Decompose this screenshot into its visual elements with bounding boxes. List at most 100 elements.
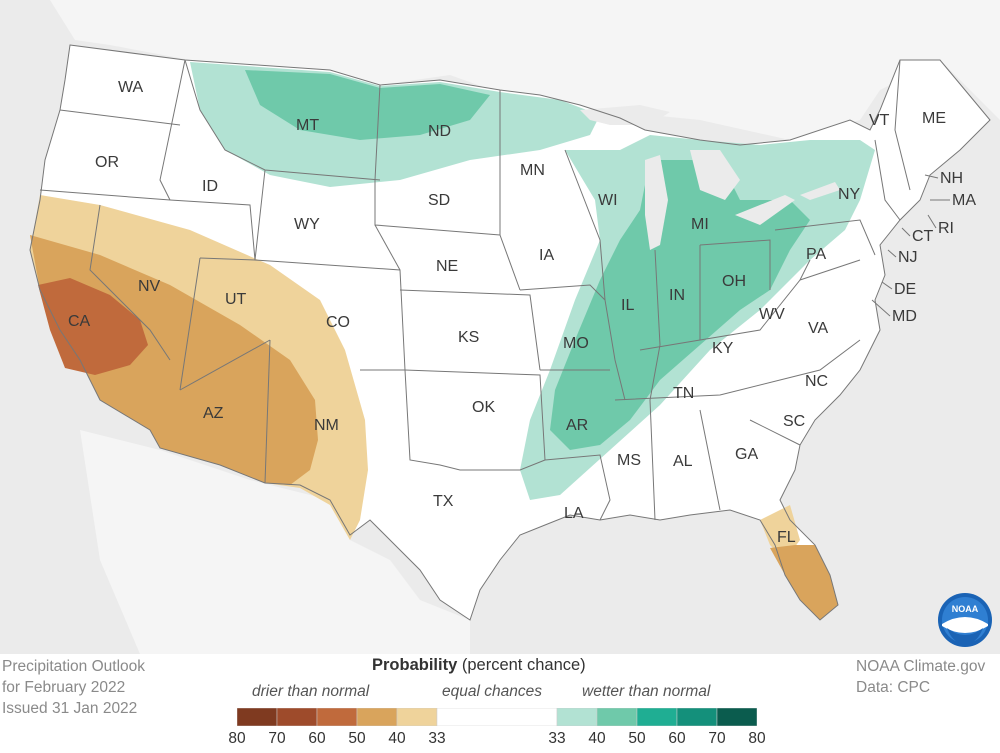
lake-ontario: [800, 182, 840, 200]
state-label: LA: [564, 505, 584, 522]
state-label: SC: [783, 413, 805, 430]
state-label: WY: [294, 216, 320, 233]
state-label: IN: [669, 287, 685, 304]
legend-swatch: [676, 708, 718, 726]
legend-tick-label: 33: [428, 730, 446, 747]
state-label: MN: [520, 162, 545, 179]
legend-swatch: [716, 708, 757, 726]
state-label: IL: [621, 297, 634, 314]
legend-tick-label: 60: [668, 730, 686, 747]
state-label: NM: [314, 417, 339, 434]
legend-swatch: [556, 708, 598, 726]
state-label: WA: [118, 79, 144, 96]
state-label: KY: [712, 340, 734, 357]
state-label: MO: [563, 335, 589, 352]
credit-line-2: Data: CPC: [856, 679, 931, 696]
lake-michigan: [645, 155, 668, 250]
lake-huron: [690, 150, 740, 200]
state-label: ND: [428, 123, 451, 140]
legend-ticks: 80 70 60 50 40 33 33 40 50 60 70 80: [0, 730, 1000, 750]
state-label: MA: [952, 192, 976, 209]
legend-tick-label: 80: [748, 730, 766, 747]
state-boundaries: [29, 44, 991, 621]
legend-tick-label: 80: [228, 730, 246, 747]
florida-dry-40-50: [770, 545, 838, 620]
state-label: MT: [296, 117, 319, 134]
state-label: KS: [458, 329, 479, 346]
legend-tick-label: 33: [548, 730, 566, 747]
wet-north-40-50: [245, 70, 490, 140]
dry-50-60: [38, 278, 148, 375]
state-label: UT: [225, 291, 247, 308]
state-label: OR: [95, 154, 119, 171]
state-label: MD: [892, 308, 917, 325]
state-label: CO: [326, 314, 350, 331]
state-label: CA: [68, 313, 91, 330]
state-label: NY: [838, 186, 861, 203]
state-label: ME: [922, 110, 946, 127]
state-label: VT: [869, 112, 890, 129]
legend-swatch: [396, 708, 438, 726]
wet-east-40-50: [550, 160, 810, 450]
state-label: ID: [202, 178, 218, 195]
legend-tick-label: 70: [268, 730, 286, 747]
state-label: SD: [428, 192, 450, 209]
state-label: OK: [472, 399, 495, 416]
drier-label: drier than normal: [252, 683, 370, 700]
legend-color-bar: [237, 708, 757, 726]
state-label: WI: [598, 192, 618, 209]
us-outlook-map: WA OR ID MT ND WY SD MN WI MI NY VT ME N…: [0, 0, 1000, 654]
state-label: NJ: [898, 249, 918, 266]
title-line-1: Precipitation Outlook: [2, 658, 146, 675]
state-label: IA: [539, 247, 554, 264]
legend-swatch: [596, 708, 638, 726]
legend-tick-label: 70: [708, 730, 726, 747]
state-label: RI: [938, 220, 954, 237]
credit-block: NOAA Climate.gov Data: CPC: [856, 656, 985, 698]
legend-swatch: [636, 708, 678, 726]
state-label: FL: [777, 529, 796, 546]
legend-tick-label: 60: [308, 730, 326, 747]
state-label: MI: [691, 216, 709, 233]
credit-line-1: NOAA Climate.gov: [856, 658, 986, 675]
legend-swatch: [276, 708, 318, 726]
legend-title: Probability (percent chance): [372, 656, 586, 675]
legend-tick-label: 40: [388, 730, 406, 747]
legend-swatch: [436, 708, 558, 726]
mexico-land: [80, 430, 470, 654]
lake-erie: [735, 195, 795, 225]
title-line-2: for February 2022: [2, 679, 126, 696]
equal-chances-label: equal chances: [442, 683, 542, 700]
state-label: PA: [806, 246, 826, 263]
state-label: OH: [722, 273, 746, 290]
state-label: NC: [805, 373, 828, 390]
lake-superior: [580, 105, 670, 125]
state-label: TN: [673, 385, 694, 402]
state-label: AL: [673, 453, 693, 470]
label-leader-lines: [871, 174, 950, 317]
state-label: MS: [617, 452, 641, 469]
state-label: DE: [894, 281, 916, 298]
legend-tick-label: 50: [628, 730, 646, 747]
legend-tick-label: 50: [348, 730, 366, 747]
noaa-logo: NOAA: [938, 593, 992, 647]
legend-area: Precipitation Outlook for February 2022 …: [0, 654, 1000, 753]
legend-tick-label: 40: [588, 730, 606, 747]
legend-swatch: [356, 708, 398, 726]
state-label: GA: [735, 446, 758, 463]
state-labels: WA OR ID MT ND WY SD MN WI MI NY VT ME N…: [68, 79, 976, 546]
noaa-logo-text: NOAA: [952, 604, 979, 614]
state-label: AZ: [203, 405, 224, 422]
state-label: TX: [433, 493, 454, 510]
state-label: AR: [566, 417, 588, 434]
state-label: NH: [940, 170, 963, 187]
legend-swatch: [237, 708, 278, 726]
canada-land: [0, 0, 1000, 140]
title-line-3: Issued 31 Jan 2022: [2, 700, 138, 717]
state-label: WV: [759, 306, 785, 323]
legend-swatch: [316, 708, 358, 726]
state-label: NE: [436, 258, 458, 275]
state-label: CT: [912, 228, 934, 245]
legend-title-bold: Probability: [372, 656, 458, 674]
